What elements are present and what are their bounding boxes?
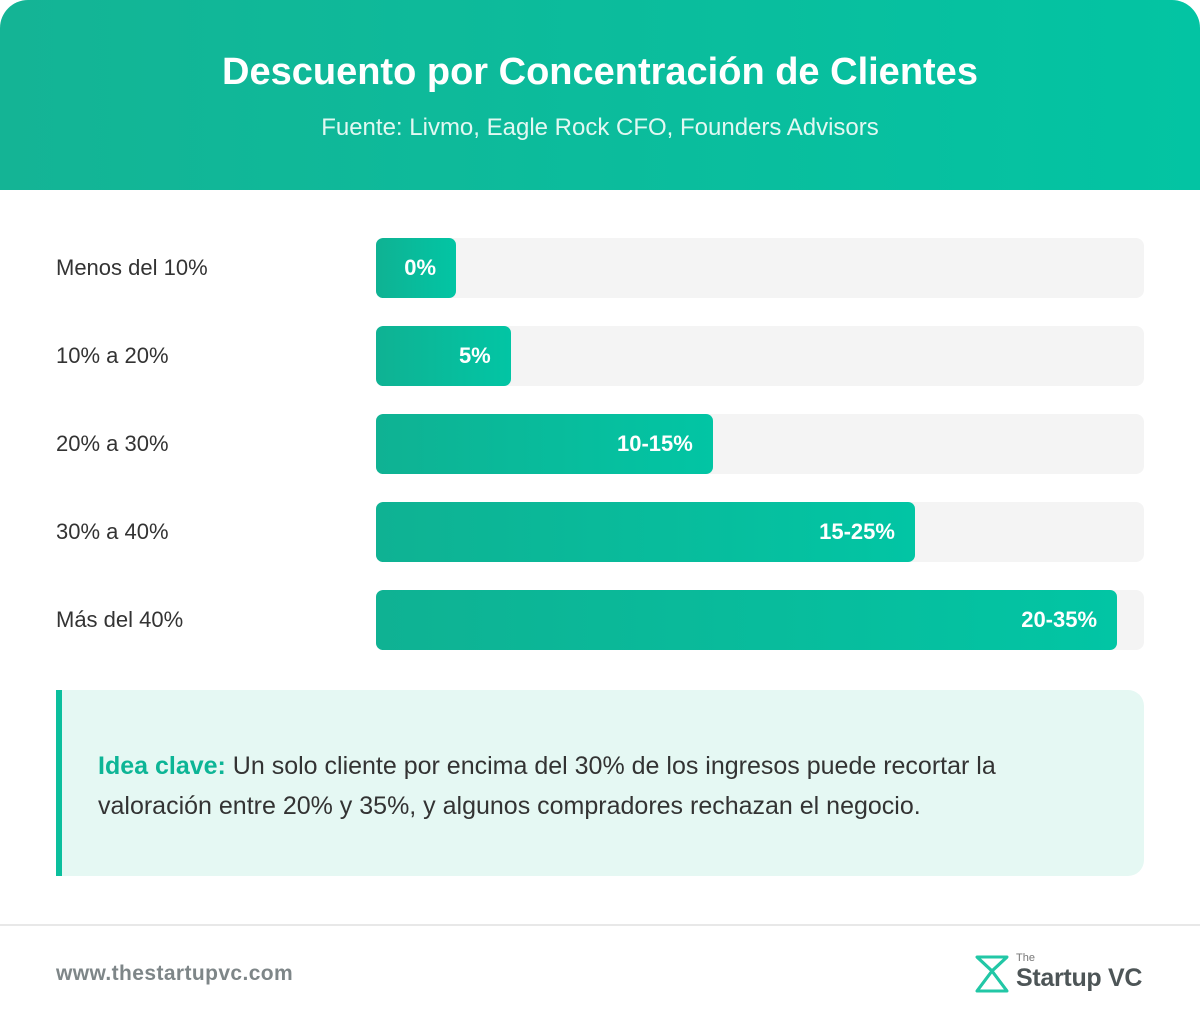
category-label: 30% a 40% (56, 519, 169, 544)
bar-value-label: 0% (404, 255, 436, 280)
bar-value-label: 15-25% (819, 519, 895, 544)
bar-track (376, 238, 1144, 298)
logo-the-text: The (1016, 952, 1035, 964)
bar-chart: Menos del 10% 0% 10% a 20% 5% 20% a 30% 10-15… (0, 238, 1200, 658)
startupvc-logo-icon (975, 955, 1009, 993)
bar-value-label: 10-15% (616, 431, 693, 456)
category-label: 10% a 20% (56, 343, 169, 368)
key-insight-box: Idea clave: Un solo cliente por encima d… (56, 690, 1144, 876)
footer-url[interactable]: www.thestartupvc.com (56, 962, 294, 985)
category-label: Más del 40% (56, 607, 184, 632)
bar-row: Más del 40% 20-35% (0, 590, 1200, 650)
insight-text: Un solo cliente por encima del 30% de lo… (98, 752, 996, 820)
bar (376, 502, 915, 562)
footer-divider (0, 924, 1200, 926)
bar-value-label: 5% (458, 343, 491, 368)
bar-row: 20% a 30% 10-15% (0, 414, 1200, 474)
header: Descuento por Concentración de Clientes … (0, 0, 1200, 190)
insight-text-block: Idea clave: Un solo cliente por encima d… (98, 746, 1098, 826)
category-label: Menos del 10% (56, 255, 208, 280)
bar (376, 238, 456, 298)
page-title: Descuento por Concentración de Clientes (222, 51, 978, 93)
source-subtitle: Fuente: Livmo, Eagle Rock CFO, Founders … (321, 114, 879, 141)
brand-logo: The Startup VC (974, 950, 1154, 998)
bar-row: 30% a 40% 15-25% (0, 502, 1200, 562)
bar-row: 10% a 20% 5% (0, 326, 1200, 386)
bar (376, 590, 1118, 650)
bar-value-label: 20-35% (1021, 607, 1098, 632)
bar-row: Menos del 10% 0% (0, 238, 1200, 298)
bar (376, 414, 713, 474)
insight-label: Idea clave: (98, 752, 226, 780)
logo-name-text: Startup VC (1016, 964, 1143, 992)
category-label: 20% a 30% (56, 431, 169, 456)
bar (376, 326, 511, 386)
